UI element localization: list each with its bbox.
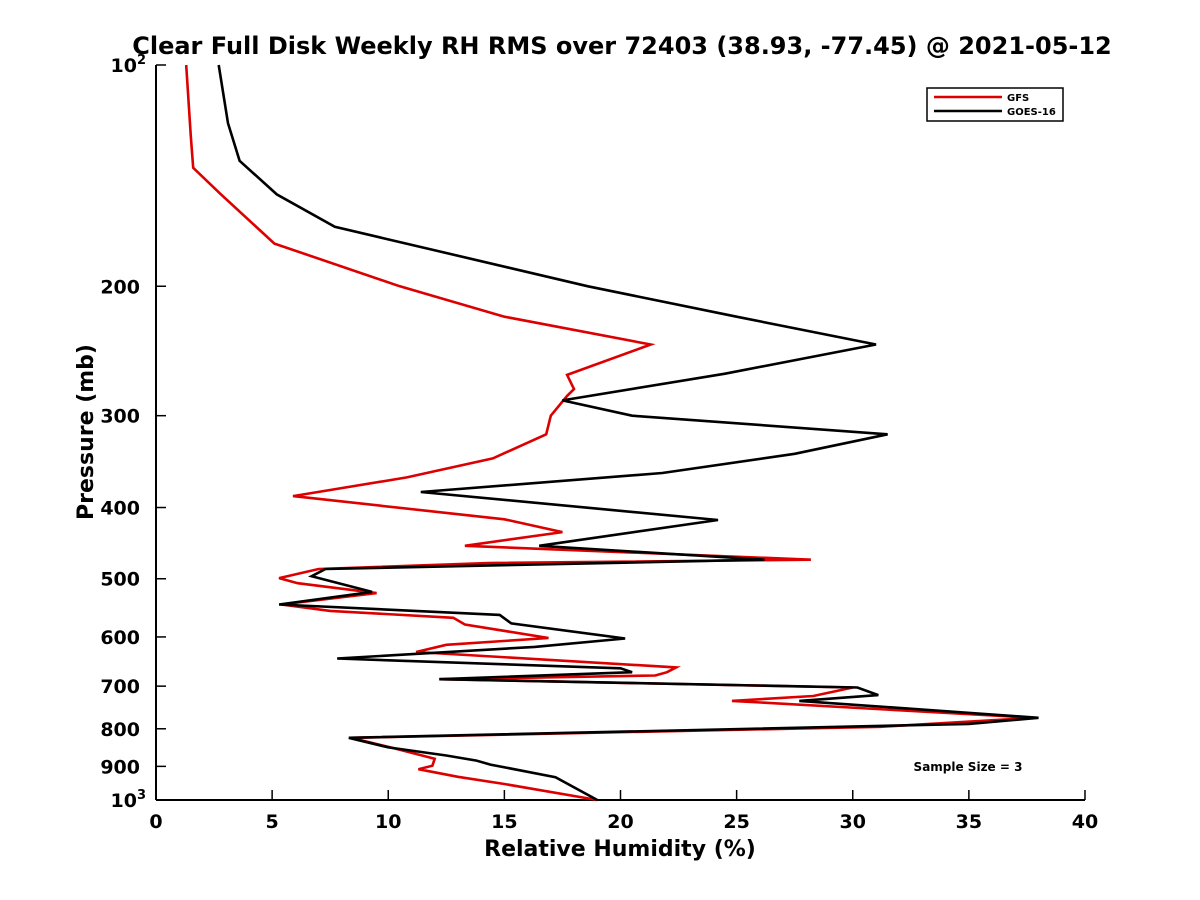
y-tick-label: 200: [100, 276, 140, 298]
y-tick-label: 900: [100, 756, 140, 778]
legend-label-goes16: GOES-16: [1007, 107, 1056, 118]
y-tick-label: 800: [100, 719, 140, 741]
tick-layer: 0 5 10 15 20 25 30 35 40 102 200 300 400 500 600 700 800…: [100, 53, 1098, 833]
y-tick-label: 103: [111, 788, 147, 812]
y-tick-label: 400: [100, 498, 140, 520]
x-tick-label: 15: [491, 811, 517, 833]
y-tick-label: 500: [100, 569, 140, 591]
x-tick-label: 30: [840, 811, 866, 833]
sample-size-annotation: Sample Size = 3: [914, 760, 1023, 774]
y-tick-label: 300: [100, 406, 140, 428]
legend: GFS GOES-16: [926, 87, 1064, 122]
legend-label-gfs: GFS: [1007, 93, 1029, 104]
y-tick-label: 700: [100, 676, 140, 698]
x-tick-label: 40: [1072, 811, 1098, 833]
x-tick-label: 20: [607, 811, 633, 833]
x-axis-label: Relative Humidity (%): [484, 837, 756, 862]
legend-box: [926, 87, 1064, 122]
y-axis-label: Pressure (mb): [74, 344, 99, 520]
x-tick-label: 35: [956, 811, 982, 833]
y-tick-label: 102: [111, 53, 147, 77]
series-line-goes16: [217, 64, 1039, 802]
x-tick-label: 25: [723, 811, 749, 833]
y-tick-label: 600: [100, 627, 140, 649]
x-tick-label: 0: [149, 811, 162, 833]
chart-title: Clear Full Disk Weekly RH RMS over 72403…: [132, 32, 1112, 60]
x-tick-label: 10: [375, 811, 401, 833]
x-tick-label: 5: [266, 811, 279, 833]
series-layer: [184, 64, 1039, 802]
